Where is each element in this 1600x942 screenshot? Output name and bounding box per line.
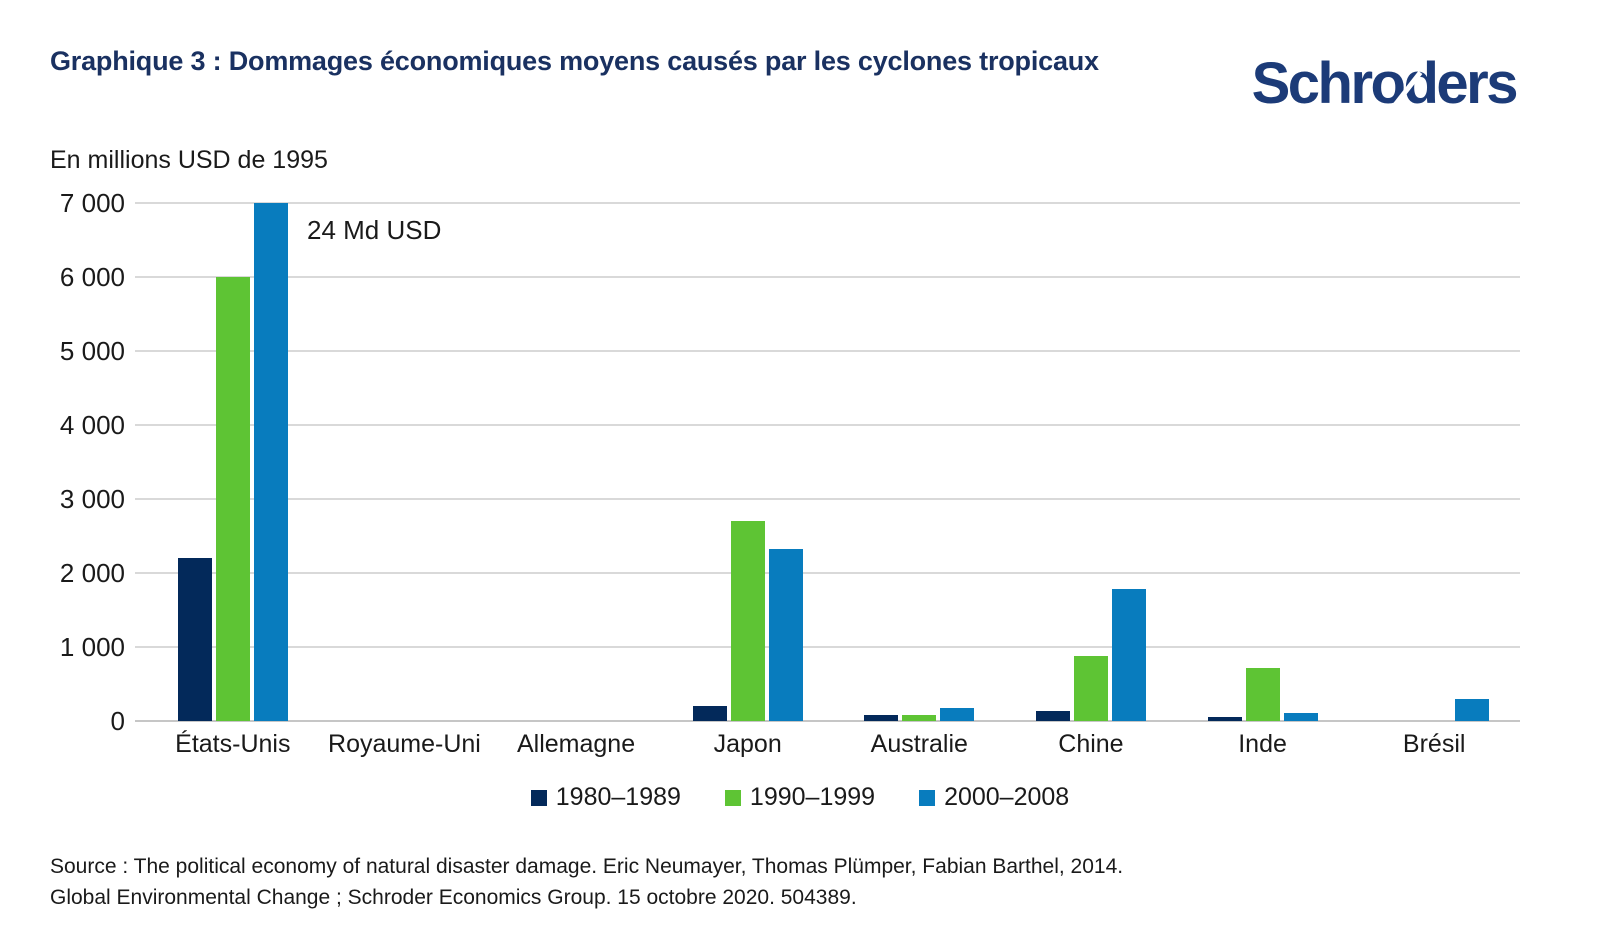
bar (253, 203, 288, 721)
bar (1245, 667, 1280, 721)
legend-label: 1990–1999 (749, 783, 876, 811)
bar (902, 714, 937, 721)
legend-item: 2000–2008 (919, 783, 1069, 812)
bar-group (490, 203, 662, 721)
bar-group (662, 203, 834, 721)
bar (768, 548, 803, 721)
bar-group (1005, 203, 1177, 721)
bar-group (1177, 203, 1349, 721)
legend-item: 1990–1999 (724, 783, 876, 812)
gridline (135, 202, 1520, 204)
x-axis-category-labels: États-Unis Royaume-Uni Allemagne Japon Austr… (147, 730, 1520, 759)
gridline (135, 498, 1520, 500)
bar (864, 715, 899, 721)
bar (1073, 655, 1108, 721)
source-note: Source : The political economy of natura… (50, 851, 1123, 913)
category-label: Japon (713, 730, 782, 758)
y-axis-tick-labels: 0 1 000 2 000 3 000 4 000 5 000 6 000 7 000 (20, 188, 125, 736)
category-label: Allemagne (516, 730, 636, 758)
bar-group (834, 203, 1006, 721)
legend: 1980–1989 1990–1999 2000–2008 (0, 783, 1600, 812)
category-label: Brésil (1402, 730, 1466, 758)
bar (1207, 717, 1242, 721)
bar (692, 706, 727, 721)
x-axis-line (135, 720, 1520, 722)
gridline (135, 276, 1520, 278)
bar (1455, 698, 1490, 721)
y-tick-label: 2 000 (59, 558, 125, 588)
bar (215, 277, 250, 721)
y-tick-label: 7 000 (59, 188, 125, 218)
chart-title: Graphique 3 : Dommages économiques moyen… (50, 46, 1099, 76)
legend-swatch (724, 789, 741, 806)
category-label: Australie (870, 730, 968, 758)
y-tick-label: 4 000 (59, 410, 125, 440)
source-line-2: Global Environmental Change ; Schroder E… (50, 886, 857, 909)
category-label: Royaume-Uni (328, 730, 481, 758)
gridline (135, 572, 1520, 574)
category-label: Chine (1058, 730, 1124, 758)
source-line-1: Source : The political economy of natura… (50, 855, 1124, 878)
legend-label: 2000–2008 (944, 783, 1070, 811)
legend-item: 1980–1989 (530, 783, 681, 812)
category-label: États-Unis (175, 730, 291, 758)
bar-group (319, 203, 491, 721)
bar-group (147, 203, 319, 721)
y-tick-label: 3 000 (59, 484, 125, 514)
y-tick-label: 0 (110, 706, 125, 736)
legend-label: 1980–1989 (555, 783, 681, 811)
category-label: Inde (1238, 730, 1287, 758)
bar (730, 521, 765, 721)
legend-swatch (919, 789, 936, 806)
schroders-logo: Schroders (1251, 50, 1519, 117)
bar-group (1348, 203, 1520, 721)
bar (177, 558, 212, 721)
bar-groups (147, 203, 1520, 721)
gridline (135, 646, 1520, 648)
bar-annotation: 24 Md USD (307, 215, 442, 245)
plot-area (135, 202, 1520, 722)
y-tick-label: 6 000 (59, 262, 125, 292)
gridline (135, 424, 1520, 426)
y-tick-label: 1 000 (59, 632, 125, 662)
bar (1283, 712, 1318, 721)
schroders-logo-text: Schroders (1251, 51, 1519, 116)
legend-swatch (530, 789, 547, 806)
bar (940, 707, 975, 721)
gridline (135, 350, 1520, 352)
y-tick-label: 5 000 (59, 336, 125, 366)
bar (1035, 711, 1070, 721)
y-axis-title: En millions USD de 1995 (50, 146, 328, 174)
bar (1111, 589, 1146, 721)
